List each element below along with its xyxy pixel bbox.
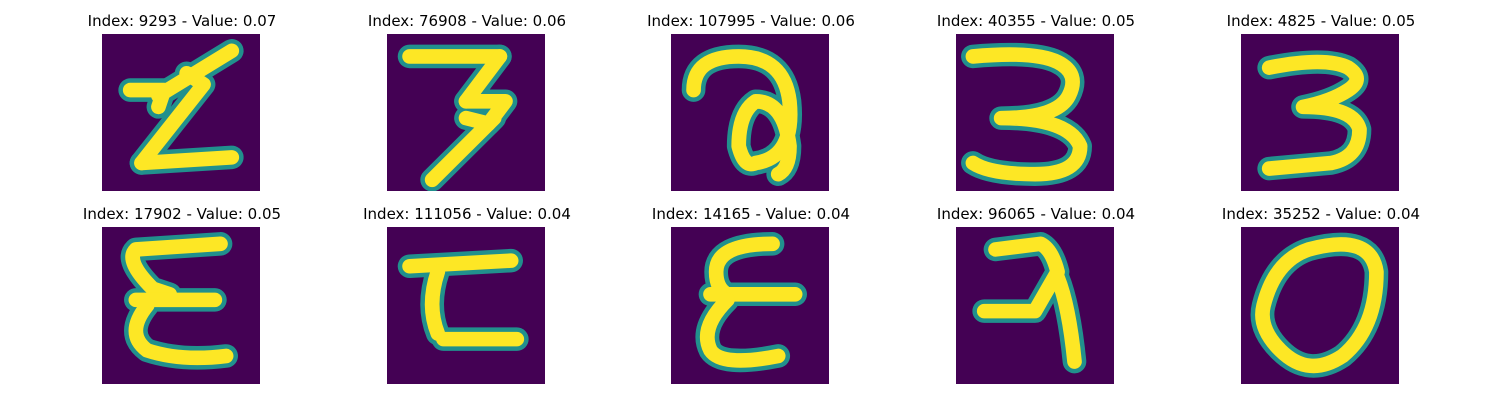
loop-a-icon (671, 34, 829, 191)
image-panel: Index: 76908 - Value: 0.06 (347, 12, 587, 192)
image-background (387, 227, 545, 384)
panel-title: Index: 96065 - Value: 0.04 (936, 205, 1136, 223)
glyph-stroke (686, 49, 798, 182)
glyph-stroke (699, 292, 786, 368)
panel-title: Index: 4825 - Value: 0.05 (1226, 12, 1416, 30)
panel-title: Index: 35252 - Value: 0.04 (1221, 205, 1421, 223)
image-panel: Index: 111056 - Value: 0.04 (347, 205, 587, 385)
panel-title: Index: 40355 - Value: 0.05 (936, 12, 1136, 30)
glyph-stroke (424, 110, 502, 188)
image-panel: Index: 35252 - Value: 0.04 (1201, 205, 1441, 385)
panel-title: Index: 9293 - Value: 0.07 (87, 12, 277, 30)
image-panel: Index: 96065 - Value: 0.04 (916, 205, 1156, 385)
glyph-stroke (125, 236, 228, 302)
image-panel: Index: 17902 - Value: 0.05 (62, 205, 302, 385)
glyph-stroke (1261, 54, 1367, 176)
epsilon-icon (102, 227, 260, 384)
digit-zero-icon (1241, 227, 1399, 384)
glyph-stroke (965, 47, 1088, 182)
panel-title: Index: 111056 - Value: 0.04 (363, 205, 571, 223)
glyph-stroke (402, 253, 519, 274)
glyph-stroke (128, 298, 234, 366)
epsilon-thin-icon (671, 227, 829, 384)
reversed-r-icon (956, 227, 1114, 384)
panel-title: Index: 107995 - Value: 0.06 (647, 12, 855, 30)
glyph-stroke (458, 49, 508, 109)
glyph-stroke (424, 264, 446, 341)
panel-title: Index: 14165 - Value: 0.04 (651, 205, 851, 223)
panel-title: Index: 76908 - Value: 0.06 (367, 12, 567, 30)
zigzag-z-icon (102, 34, 260, 191)
digit-seven-icon (387, 34, 545, 191)
image-panel: Index: 9293 - Value: 0.07 (62, 12, 302, 192)
panel-title: Index: 17902 - Value: 0.05 (82, 205, 282, 223)
digit-three-bold-icon (1241, 34, 1399, 191)
image-panel: Index: 40355 - Value: 0.05 (916, 12, 1156, 192)
image-panel: Index: 107995 - Value: 0.06 (631, 12, 871, 192)
image-panel: Index: 14165 - Value: 0.04 (631, 205, 871, 385)
glyph-stroke (1050, 270, 1082, 369)
glyph-stroke (134, 65, 211, 171)
digit-three-icon (956, 34, 1114, 191)
image-panel: Index: 4825 - Value: 0.05 (1201, 12, 1441, 192)
glyph-stroke (1255, 237, 1384, 374)
glyph-stroke (134, 150, 240, 171)
sigma-like-icon (387, 227, 545, 384)
